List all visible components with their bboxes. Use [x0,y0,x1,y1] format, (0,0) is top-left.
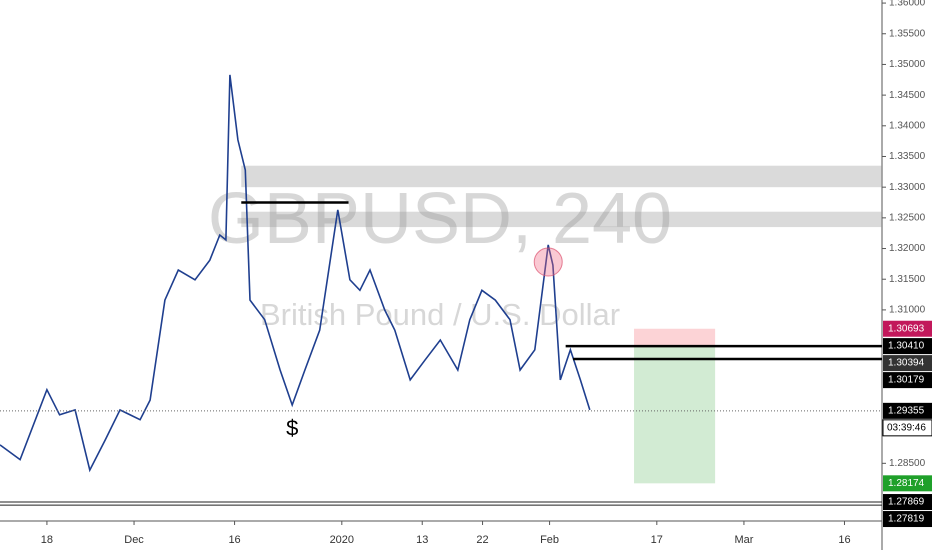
zone [241,165,882,188]
price-label-box [883,511,932,528]
y-tick-label: 1.32000 [889,243,926,254]
target-zone [634,346,716,484]
y-tick-label: 1.36000 [889,0,926,9]
price-label: 1.30410 [888,341,925,352]
y-tick-label: 1.33000 [889,182,926,193]
y-tick-label: 1.28500 [889,458,926,469]
countdown-box [882,419,932,437]
x-tick-label: 18 [41,534,53,546]
watermark-subtitle: British Pound / U.S. Dollar [260,297,620,332]
price-label-box [883,338,932,355]
price-label-box [883,402,932,419]
x-tick-label: Mar [734,534,753,546]
countdown: 03:39:46 [887,422,926,433]
zone [241,211,882,228]
x-tick-label: 13 [416,534,428,546]
y-tick-label: 1.34000 [889,120,926,131]
y-tick-label: 1.35000 [889,59,926,70]
watermark-title: GBPUSD, 240 [208,179,672,259]
price-label-box [883,475,932,492]
x-tick-label: Feb [540,534,559,546]
x-tick-label: Dec [124,534,144,546]
y-tick-label: 1.31000 [889,305,926,316]
price-label: 1.28174 [888,478,925,489]
x-tick-label: 16 [228,534,240,546]
stop-zone [634,328,716,347]
x-tick-label: 2020 [330,534,354,546]
highlight-circle [533,247,563,277]
price-line [0,74,591,473]
x-tick-label: 17 [651,534,663,546]
y-tick-label: 1.33500 [889,151,926,162]
y-tick-label: 1.32500 [889,212,926,223]
y-tick-label: 1.31500 [889,274,926,285]
price-label: 1.29355 [888,405,925,416]
x-tick-label: 22 [476,534,488,546]
price-label-box [883,355,932,372]
y-tick-label: 1.34500 [889,90,926,101]
price-label: 1.30693 [888,323,925,334]
price-label-box [883,320,932,337]
y-tick-label: 1.35500 [889,28,926,39]
price-label: 1.30179 [888,375,925,386]
price-label: 1.27869 [888,497,925,508]
price-label-box [883,372,932,389]
annotation: $ [286,415,298,440]
price-label: 1.27819 [888,514,925,525]
price-label: 1.30394 [888,358,925,369]
price-label-box [883,494,932,511]
x-tick-label: 16 [838,534,850,546]
